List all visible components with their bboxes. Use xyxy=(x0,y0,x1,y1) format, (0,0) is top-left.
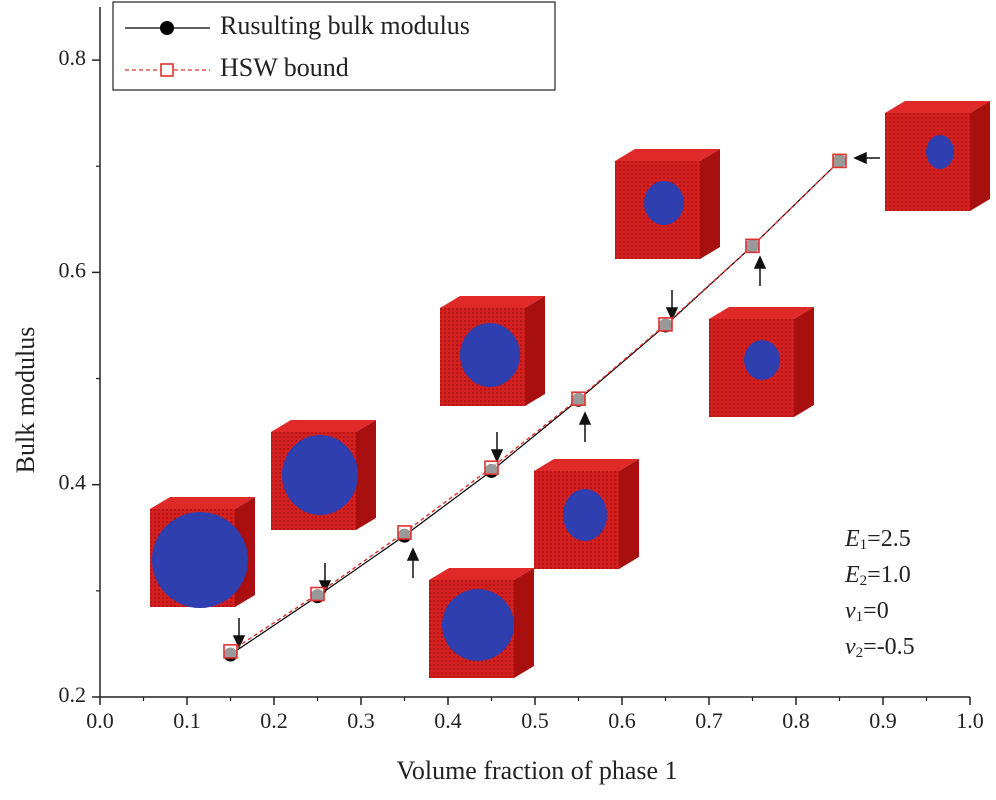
annotation-symbol: E xyxy=(844,526,860,552)
arrows xyxy=(232,151,880,649)
annotation-subscript: 1 xyxy=(860,537,868,553)
annotation: E1=2.5 xyxy=(844,526,911,554)
marker xyxy=(310,586,325,602)
x-axis-label: Volume fraction of phase 1 xyxy=(396,756,677,785)
x-tick-label: 0.1 xyxy=(173,708,201,733)
x-tick-label: 0.7 xyxy=(695,708,723,733)
y-tick-label: 0.8 xyxy=(59,45,87,70)
y-tick-label: 0.6 xyxy=(59,257,87,282)
annotation-value: =0 xyxy=(863,598,889,624)
x-tick-label: 0.3 xyxy=(347,708,375,733)
series-line xyxy=(230,160,840,656)
x-tick-label: 0.5 xyxy=(521,708,549,733)
x-tick-label: 0.0 xyxy=(86,708,114,733)
annotation-symbol: v xyxy=(845,634,856,660)
marker xyxy=(658,317,673,332)
annotation: v1=0 xyxy=(845,598,889,626)
annotation-subscript: 2 xyxy=(860,573,868,589)
x-tick-label: 1.0 xyxy=(956,708,984,733)
annotation-subscript: 1 xyxy=(856,609,864,625)
legend-label: HSW bound xyxy=(220,53,349,82)
annotation-value: =2.5 xyxy=(867,526,911,552)
annotation-value: =1.0 xyxy=(867,562,911,588)
annotation-subscript: 2 xyxy=(856,645,864,661)
marker xyxy=(832,153,847,169)
marker xyxy=(571,391,586,407)
y-tick-label: 0.2 xyxy=(59,682,87,707)
legend-label: Rusulting bulk modulus xyxy=(220,11,470,40)
legend-box xyxy=(112,1,556,91)
annotation: v2=-0.5 xyxy=(845,634,915,662)
y-axis-label: Bulk modulus xyxy=(11,327,40,474)
x-tick-label: 0.2 xyxy=(260,708,288,733)
x-tick-label: 0.9 xyxy=(869,708,897,733)
legend-marker xyxy=(160,21,174,35)
marker xyxy=(397,525,412,540)
marker xyxy=(745,238,760,254)
marker xyxy=(484,460,499,476)
x-tick-label: 0.4 xyxy=(434,708,462,733)
annotation-symbol: v xyxy=(845,598,856,624)
series-line xyxy=(230,160,840,652)
legend-marker xyxy=(160,63,174,77)
y-tick-label: 0.4 xyxy=(59,470,87,495)
annotation: E2=1.0 xyxy=(844,562,911,590)
inset-cubes xyxy=(150,101,990,678)
x-tick-label: 0.6 xyxy=(608,708,636,733)
annotation-symbol: E xyxy=(844,562,860,588)
x-tick-label: 0.8 xyxy=(782,708,810,733)
annotation-value: =-0.5 xyxy=(863,634,915,660)
marker xyxy=(223,644,238,659)
